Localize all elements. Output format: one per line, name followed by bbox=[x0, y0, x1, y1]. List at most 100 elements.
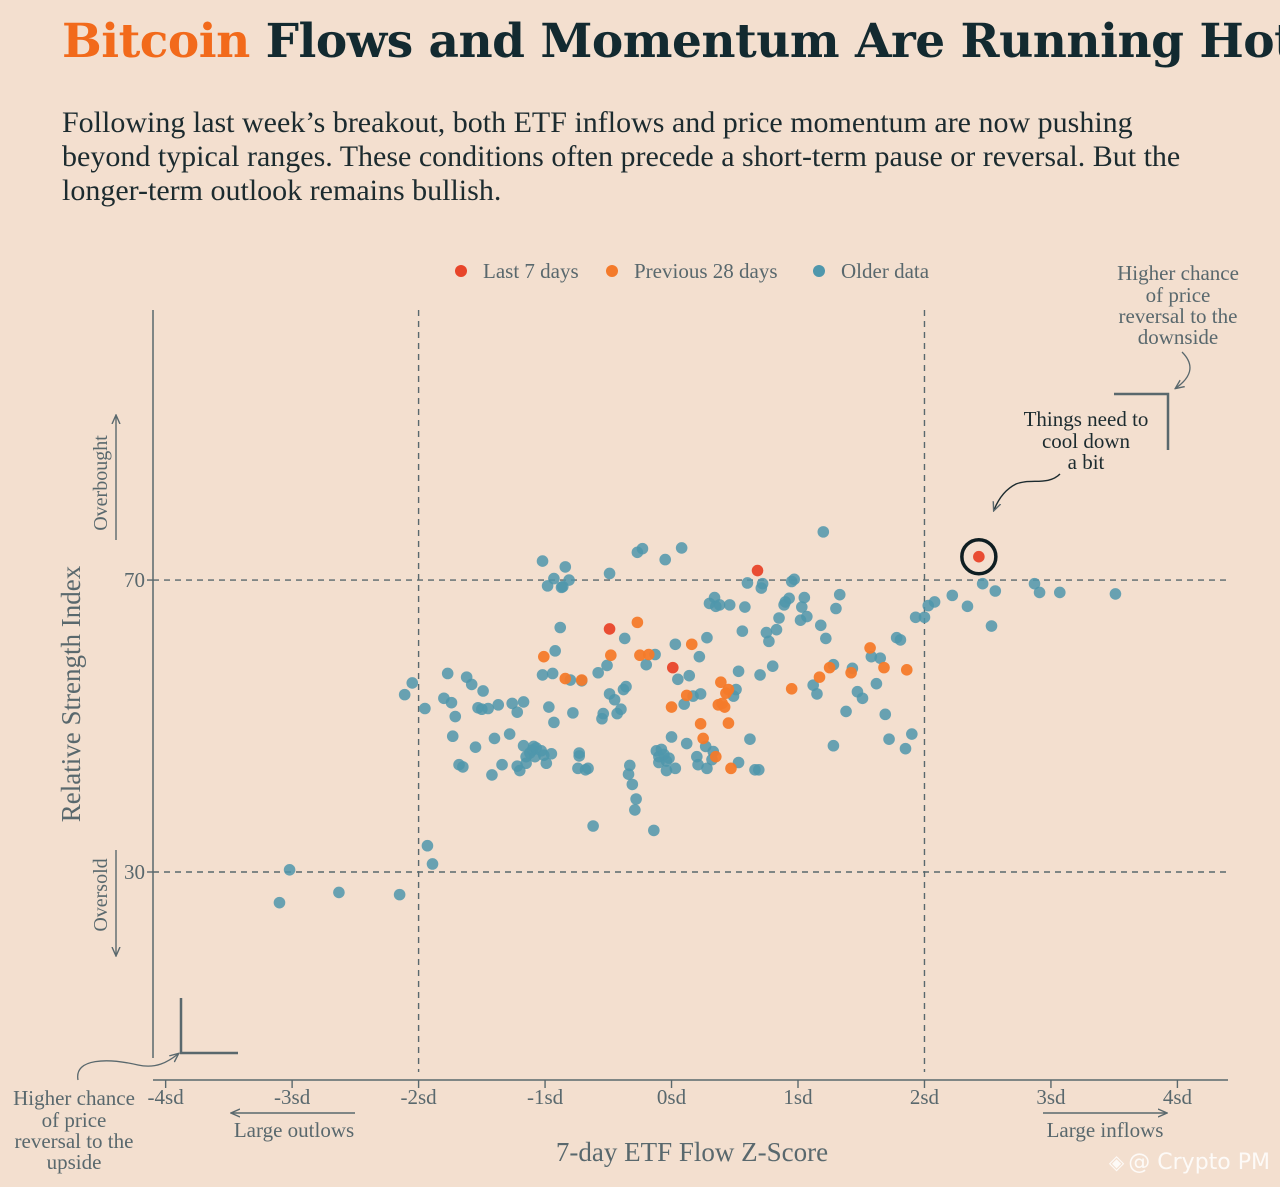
older-point bbox=[543, 701, 555, 713]
older-point bbox=[961, 600, 974, 613]
older-point bbox=[672, 673, 684, 686]
older-point bbox=[840, 705, 852, 718]
chart-title: Bitcoin Flows and Momentum Are Running H… bbox=[62, 14, 1280, 69]
older-point bbox=[1033, 586, 1046, 599]
large-outlows-label: Large outlows bbox=[234, 1118, 354, 1142]
older-point bbox=[801, 610, 813, 623]
downside-reversal-annotation: Higher chance of price reversal to the d… bbox=[1114, 261, 1239, 450]
older-point bbox=[683, 669, 696, 682]
older-point bbox=[870, 677, 883, 690]
older-point bbox=[856, 692, 869, 705]
older-point bbox=[445, 696, 458, 709]
title-rest: Flows and Momentum Are Running Hot bbox=[249, 14, 1280, 69]
older-point bbox=[693, 650, 706, 663]
older-point bbox=[601, 659, 613, 672]
older-point bbox=[701, 762, 713, 775]
prev28-point bbox=[634, 649, 646, 662]
older-point bbox=[760, 626, 773, 639]
prev28-point bbox=[785, 682, 798, 695]
x-ticks: -4sd -3sd -2sd -1sd 0sd 1sd 2sd 3sd 4sd bbox=[148, 1080, 1192, 1109]
older-point bbox=[640, 658, 653, 671]
older-point bbox=[563, 574, 575, 586]
older-point bbox=[536, 555, 549, 567]
legend-swatch-prev28 bbox=[606, 265, 618, 277]
older-point bbox=[549, 645, 561, 657]
prev28-point bbox=[680, 689, 693, 702]
x-tick-label: 2sd bbox=[910, 1085, 940, 1109]
binance-icon: ◈ bbox=[1108, 1150, 1125, 1174]
prev28-point bbox=[813, 671, 826, 683]
older-point bbox=[894, 634, 907, 646]
upside-note-line-1: Higher chance bbox=[13, 1086, 135, 1110]
older-point bbox=[976, 577, 989, 590]
older-point bbox=[680, 737, 693, 750]
older-point bbox=[763, 635, 775, 648]
older-point bbox=[636, 542, 649, 555]
older-point bbox=[879, 708, 892, 721]
older-point bbox=[630, 793, 642, 805]
prev28-point bbox=[722, 683, 735, 696]
y-tick-label: 70 bbox=[124, 568, 145, 592]
older-point bbox=[536, 669, 549, 681]
downside-note-line-2: of price bbox=[1146, 283, 1211, 307]
corner-bracket-bottom-left bbox=[179, 998, 238, 1055]
reference-lines bbox=[153, 310, 1228, 1072]
upside-note-line-2: of price bbox=[42, 1108, 107, 1132]
older-point bbox=[426, 858, 439, 870]
older-point bbox=[692, 758, 704, 771]
prev28-point bbox=[722, 717, 735, 729]
prev28-point bbox=[878, 661, 890, 674]
older-point bbox=[739, 601, 751, 613]
older-point bbox=[1028, 577, 1041, 590]
older-point bbox=[660, 764, 673, 777]
prev28-point bbox=[685, 638, 698, 651]
callout-line-1: Things need to bbox=[1024, 407, 1149, 431]
older-point bbox=[669, 762, 682, 775]
older-point bbox=[465, 678, 478, 691]
older-point bbox=[446, 730, 459, 743]
cool-down-callout: Things need to cool down a bit bbox=[994, 407, 1148, 510]
older-point bbox=[795, 601, 808, 613]
older-point bbox=[865, 650, 878, 663]
older-point bbox=[520, 757, 532, 770]
prev28-point bbox=[845, 666, 857, 679]
older-point bbox=[754, 669, 766, 681]
older-point bbox=[393, 888, 406, 901]
older-point bbox=[833, 588, 846, 601]
older-point bbox=[744, 733, 756, 745]
callout-line-2: cool down bbox=[1042, 429, 1131, 453]
chart-subtitle: Following last week’s breakout, both ETF… bbox=[62, 106, 1181, 207]
large-inflows-label: Large inflows bbox=[1047, 1118, 1164, 1142]
older-point bbox=[482, 702, 494, 715]
older-point bbox=[626, 778, 639, 791]
upside-note-line-3: reversal to the bbox=[15, 1129, 134, 1153]
older-point bbox=[559, 561, 572, 573]
older-point bbox=[506, 697, 518, 710]
last7-point bbox=[973, 550, 985, 563]
older-point bbox=[1053, 586, 1066, 599]
overbought-label: Overbought bbox=[90, 435, 112, 531]
older-point bbox=[615, 703, 627, 716]
older-point bbox=[741, 577, 754, 589]
older-point bbox=[1109, 588, 1122, 600]
prev28-point bbox=[864, 642, 876, 654]
last7-point bbox=[666, 661, 679, 674]
older-point bbox=[985, 620, 998, 632]
x-tick-label: -3sd bbox=[274, 1085, 311, 1109]
older-point bbox=[736, 625, 749, 637]
x-axis-title: 7-day ETF Flow Z-Score bbox=[556, 1137, 828, 1167]
x-tick-label: -2sd bbox=[401, 1085, 438, 1109]
older-point bbox=[807, 679, 819, 691]
older-point bbox=[546, 667, 559, 680]
older-point bbox=[511, 706, 524, 718]
older-point bbox=[918, 611, 931, 624]
older-point bbox=[469, 741, 482, 753]
y-tick-label: 30 bbox=[124, 860, 145, 884]
last7-point bbox=[603, 623, 616, 635]
older-point bbox=[573, 747, 586, 759]
older-point bbox=[554, 621, 567, 634]
older-point bbox=[421, 839, 434, 852]
older-point bbox=[773, 612, 785, 624]
older-point bbox=[398, 688, 411, 701]
older-point bbox=[659, 553, 672, 566]
